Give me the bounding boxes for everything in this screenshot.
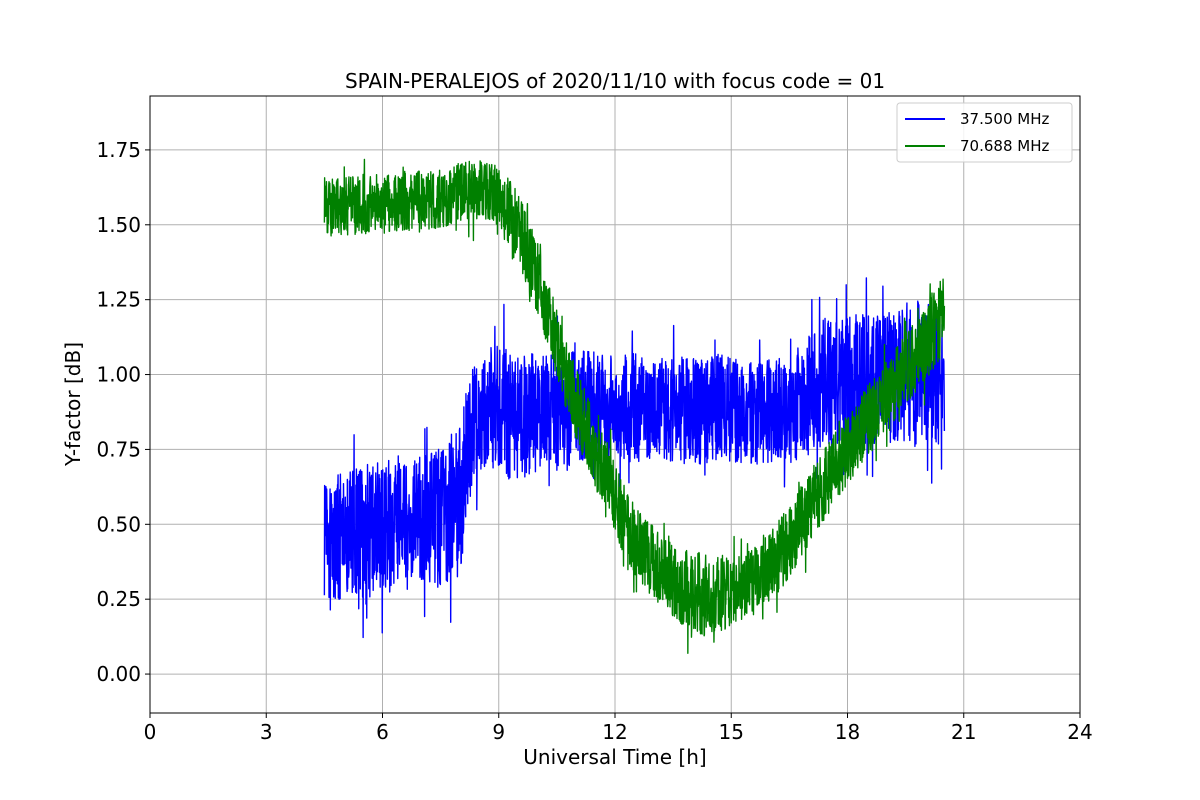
series-line-70688: [323, 158, 946, 654]
x-tick-label: 9: [492, 720, 505, 744]
y-axis-ticks: 0.00 0.25 0.50 0.75 1.00 1.25 1.50 1.75: [96, 138, 150, 686]
y-tick-label: 0.00: [96, 662, 141, 686]
y-tick-label: 1.00: [96, 363, 141, 387]
chart-title: SPAIN-PERALEJOS of 2020/11/10 with focus…: [345, 69, 885, 93]
x-tick-label: 12: [602, 720, 627, 744]
y-tick-label: 0.75: [96, 437, 141, 461]
y-tick-label: 1.50: [96, 213, 141, 237]
legend-label-37500: 37.500 MHz: [960, 110, 1049, 128]
x-tick-label: 18: [835, 720, 860, 744]
y-axis-label: Y-factor [dB]: [61, 342, 85, 467]
series-line-37500: [323, 277, 946, 639]
y-tick-label: 0.25: [96, 587, 141, 611]
x-tick-label: 6: [376, 720, 389, 744]
x-tick-label: 0: [144, 720, 157, 744]
x-axis-ticks: 0 3 6 9 12 15 18 21 24: [144, 713, 1093, 744]
y-tick-label: 1.75: [96, 138, 141, 162]
plot-area: [323, 158, 946, 654]
legend-label-70688: 70.688 MHz: [960, 137, 1049, 155]
x-tick-label: 24: [1067, 720, 1092, 744]
x-tick-label: 21: [951, 720, 976, 744]
x-tick-label: 15: [719, 720, 744, 744]
legend: 37.500 MHz 70.688 MHz: [896, 102, 1073, 163]
x-axis-label: Universal Time [h]: [523, 745, 706, 769]
x-tick-label: 3: [260, 720, 273, 744]
legend-box: [896, 102, 1073, 163]
y-tick-label: 0.50: [96, 512, 141, 536]
y-tick-label: 1.25: [96, 288, 141, 312]
